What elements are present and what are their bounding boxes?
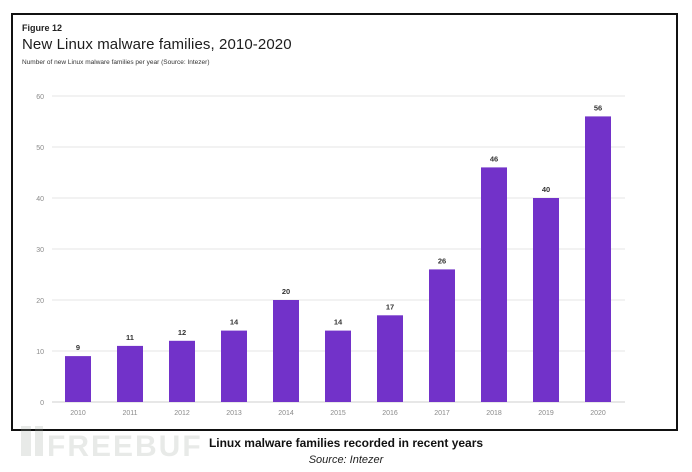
bar bbox=[117, 345, 143, 402]
x-tick-label: 2018 bbox=[486, 410, 502, 417]
y-tick-label: 50 bbox=[36, 145, 44, 152]
x-tick-label: 2020 bbox=[590, 410, 606, 417]
x-tick-label: 2010 bbox=[70, 410, 86, 417]
chart-title: New Linux malware families, 2010-2020 bbox=[22, 36, 292, 53]
data-label: 46 bbox=[490, 154, 498, 163]
data-label: 14 bbox=[334, 318, 343, 327]
data-label: 9 bbox=[76, 343, 80, 352]
data-label: 20 bbox=[282, 287, 290, 296]
x-tick-label: 2012 bbox=[174, 410, 190, 417]
bar bbox=[533, 198, 559, 402]
figure-source: Source: Intezer bbox=[308, 454, 384, 466]
y-tick-label: 10 bbox=[36, 349, 44, 356]
bar bbox=[377, 315, 403, 402]
y-tick-label: 20 bbox=[36, 298, 44, 305]
bar bbox=[481, 167, 507, 402]
bar bbox=[273, 300, 299, 402]
data-label: 12 bbox=[178, 328, 186, 337]
bar bbox=[585, 116, 611, 403]
y-tick-label: 60 bbox=[36, 94, 44, 101]
bar bbox=[65, 356, 91, 402]
bar bbox=[221, 330, 247, 402]
bar bbox=[325, 330, 351, 402]
data-label: 56 bbox=[594, 103, 602, 112]
freebuf-watermark-logo: FREEBUF bbox=[21, 426, 203, 463]
figure-label: Figure 12 bbox=[22, 23, 63, 33]
x-tick-label: 2016 bbox=[382, 410, 398, 417]
data-label: 17 bbox=[386, 302, 394, 311]
svg-text:FREEBUF: FREEBUF bbox=[47, 430, 203, 463]
bar bbox=[169, 340, 195, 402]
data-label: 14 bbox=[230, 318, 239, 327]
y-tick-label: 40 bbox=[36, 196, 44, 203]
bar bbox=[429, 269, 455, 402]
x-tick-label: 2015 bbox=[330, 410, 346, 417]
x-tick-label: 2019 bbox=[538, 410, 554, 417]
x-tick-label: 2011 bbox=[122, 410, 137, 417]
data-label: 11 bbox=[126, 333, 134, 342]
chart-subtitle: Number of new Linux malware families per… bbox=[22, 59, 210, 66]
y-tick-label: 0 bbox=[40, 400, 44, 407]
data-label: 26 bbox=[438, 256, 446, 265]
y-tick-label: 30 bbox=[36, 247, 44, 254]
x-tick-label: 2014 bbox=[278, 410, 294, 417]
x-tick-label: 2017 bbox=[434, 410, 450, 417]
figure-caption: Linux malware families recorded in recen… bbox=[208, 436, 484, 450]
x-tick-label: 2013 bbox=[226, 410, 242, 417]
data-label: 40 bbox=[542, 185, 550, 194]
